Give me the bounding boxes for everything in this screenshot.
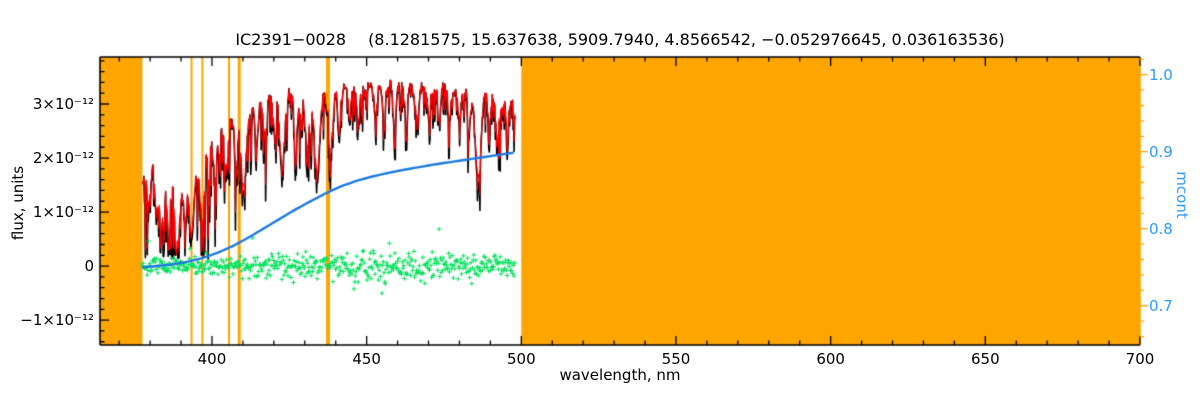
flux-tick-label: 2×10⁻¹² — [32, 149, 94, 168]
x-tick-label: 550 — [661, 350, 691, 368]
object-id: IC2391−0028 — [235, 30, 347, 49]
plot-title: IC2391−0028 (8.1281575, 15.637638, 5909.7… — [100, 30, 1140, 49]
mcont-tick-label: 0.8 — [1149, 219, 1173, 238]
x-tick-label: 400 — [197, 350, 227, 368]
right-axis-title: mcont — [1173, 171, 1191, 219]
mcont-tick-label: 0.9 — [1149, 142, 1173, 161]
flux-tick-label: 0 — [84, 257, 94, 276]
flux-tick-label: 3×10⁻¹² — [32, 95, 94, 113]
flux-tick-label: 1×10⁻¹² — [32, 203, 94, 222]
object-parameters: (8.1281575, 15.637638, 5909.7940, 4.8566… — [368, 30, 1005, 49]
x-tick-label: 450 — [352, 350, 381, 368]
flux-tick-label: −1×10⁻¹² — [20, 311, 94, 330]
mcont-tick-label: 1.0 — [1149, 65, 1173, 84]
x-tick-label: 600 — [816, 350, 845, 368]
x-tick-label: 650 — [971, 350, 1000, 368]
mcont-tick-label: 0.7 — [1149, 296, 1173, 315]
x-tick-label: 700 — [1125, 350, 1155, 368]
x-tick-label: 500 — [506, 350, 536, 368]
x-axis-title: wavelength, nm — [559, 366, 681, 384]
